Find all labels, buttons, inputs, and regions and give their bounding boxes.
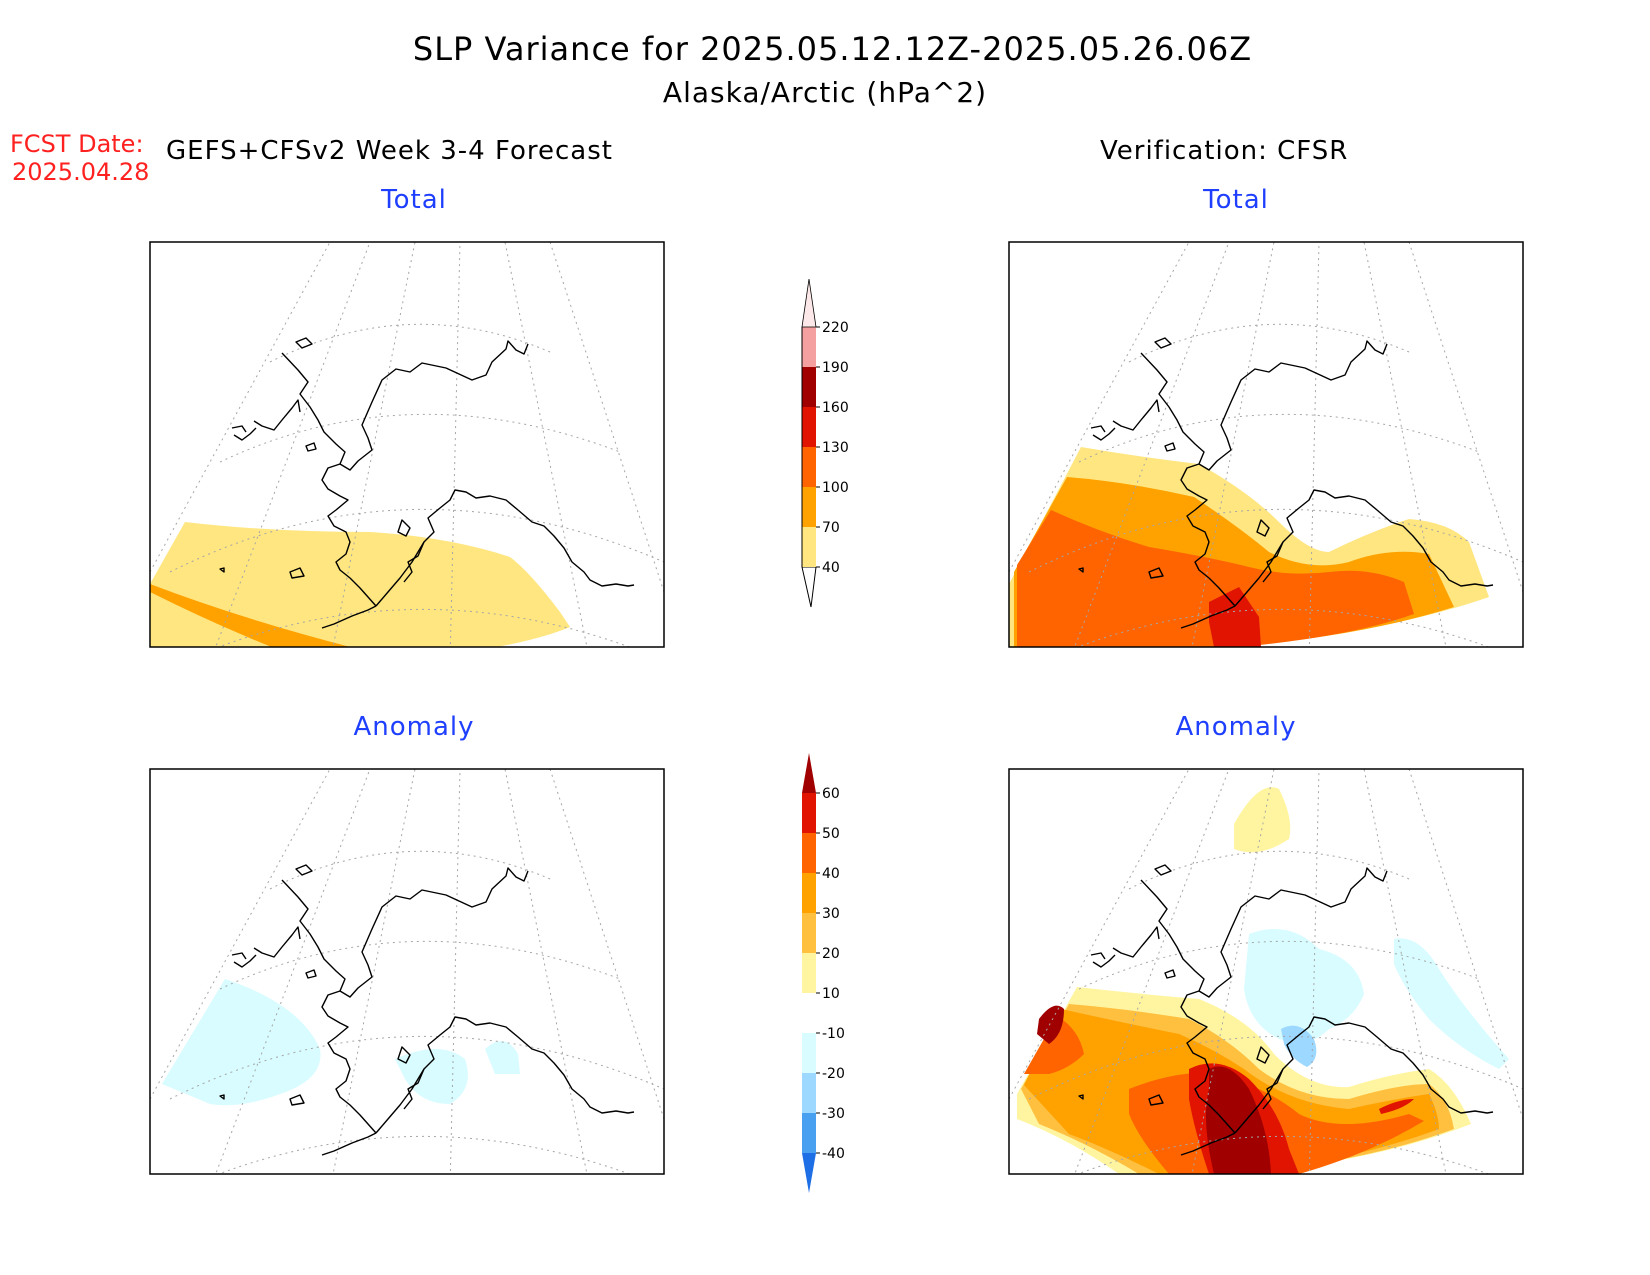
total-colorbar-label: 100 [822, 480, 849, 496]
anomaly-colorbar-swatch [802, 1113, 816, 1153]
anomaly-colorbar-label: 50 [822, 826, 840, 842]
total-colorbar-label: 130 [822, 440, 849, 456]
forecast-anomaly-map [149, 768, 665, 1175]
total-colorbar-low-extension [801, 566, 817, 608]
anomaly-colorbar: 60 50 40 30 20 10 -10 -20 -30 -40 [802, 753, 845, 1193]
total-colorbar-label: 220 [822, 320, 849, 336]
anomaly-colorbar-swatch [802, 833, 816, 873]
forecast-header: GEFS+CFSv2 Week 3-4 Forecast [166, 136, 613, 166]
anomaly-colorbar-label: 40 [822, 866, 840, 882]
total-colorbar-swatch [802, 527, 816, 567]
anomaly-colorbar-swatch [802, 913, 816, 953]
anomaly-colorbar-swatch [802, 873, 816, 913]
forecast-total-map [149, 241, 665, 648]
total-colorbar: 40 70 100 130 160 190 220 [801, 278, 849, 608]
anomaly-colorbar-swatch [802, 1033, 816, 1073]
anomaly-colorbar-swatch [802, 1073, 816, 1113]
verification-anomaly-title: Anomaly [1175, 712, 1297, 742]
figure-title: SLP Variance for 2025.05.12.12Z-2025.05.… [412, 30, 1253, 68]
verification-total-map [1008, 241, 1524, 648]
anomaly-colorbar-swatch [802, 993, 816, 1033]
anomaly-colorbar-label: -10 [822, 1026, 845, 1042]
fcst-date-label: FCST Date: [10, 130, 144, 158]
total-colorbar-swatch [802, 447, 816, 487]
total-colorbar-swatch [802, 407, 816, 447]
anomaly-colorbar-swatch [802, 953, 816, 993]
anomaly-colorbar-label: 10 [822, 986, 840, 1002]
anomaly-colorbar-label: -30 [822, 1106, 845, 1122]
total-colorbar-swatch [802, 327, 816, 367]
verification-anomaly-map [1008, 768, 1524, 1175]
total-colorbar-label: 40 [822, 560, 840, 576]
verification-total-title: Total [1203, 185, 1269, 215]
anomaly-colorbar-label: -20 [822, 1066, 845, 1082]
anomaly-colorbar-label: 60 [822, 786, 840, 802]
anomaly-colorbar-label: -40 [822, 1146, 845, 1162]
total-colorbar-label: 160 [822, 400, 849, 416]
anomaly-colorbar-bottom-extension [802, 1153, 816, 1193]
total-colorbar-label: 70 [822, 520, 840, 536]
total-colorbar-label: 190 [822, 360, 849, 376]
anomaly-colorbar-swatch [802, 793, 816, 833]
forecast-anomaly-title: Anomaly [353, 712, 475, 742]
total-colorbar-top-extension [801, 278, 817, 328]
total-colorbar-swatch [802, 367, 816, 407]
anomaly-colorbar-top-extension [802, 753, 816, 793]
total-colorbar-swatch [802, 487, 816, 527]
fcst-date-value: 2025.04.28 [12, 158, 150, 186]
anomaly-colorbar-label: 20 [822, 946, 840, 962]
anomaly-colorbar-label: 30 [822, 906, 840, 922]
figure-subtitle: Alaska/Arctic (hPa^2) [662, 76, 988, 109]
forecast-total-title: Total [381, 185, 447, 215]
verification-header: Verification: CFSR [1100, 136, 1349, 166]
